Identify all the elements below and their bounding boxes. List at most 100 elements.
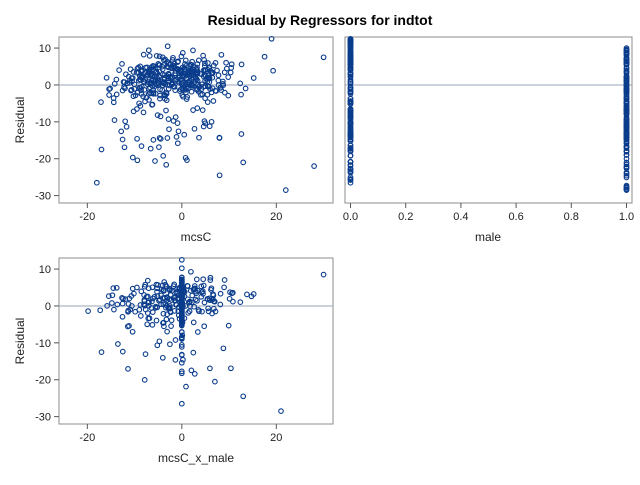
data-point — [216, 134, 223, 141]
data-point — [172, 87, 179, 94]
data-point — [168, 323, 174, 329]
data-point — [244, 291, 250, 298]
data-point — [178, 303, 185, 310]
data-point — [347, 89, 354, 95]
data-point — [187, 287, 194, 294]
data-point — [210, 292, 217, 299]
data-point — [146, 315, 153, 322]
data-point — [178, 400, 185, 407]
panel-mcsC-frame — [58, 36, 334, 204]
data-point — [119, 61, 125, 67]
data-point — [202, 95, 208, 102]
panel-mcsC-y-ticks: 10 0 -10 -20 -30 — [35, 43, 59, 203]
data-point — [142, 98, 148, 105]
data-point — [107, 85, 113, 92]
data-point — [202, 72, 209, 79]
data-point — [111, 306, 117, 313]
data-point — [137, 103, 144, 109]
data-point — [347, 98, 354, 104]
data-point — [225, 92, 232, 99]
data-point — [238, 91, 244, 98]
data-point — [347, 73, 354, 80]
data-point — [182, 57, 189, 64]
data-point — [183, 383, 189, 390]
panel-male: 0.0 0.2 0.4 0.6 0.8 1.0 male — [343, 35, 634, 244]
data-point — [221, 277, 228, 283]
data-point — [623, 134, 630, 141]
data-point — [347, 95, 354, 102]
data-point — [623, 155, 630, 162]
data-point — [175, 78, 181, 84]
data-point — [623, 172, 630, 179]
data-point — [175, 128, 182, 135]
data-point — [199, 107, 206, 113]
data-point — [193, 288, 199, 295]
data-point — [165, 116, 172, 122]
data-point — [163, 297, 170, 304]
data-point — [347, 64, 354, 71]
panel-male-points — [347, 35, 630, 193]
data-point — [154, 112, 161, 118]
data-point — [134, 89, 141, 96]
data-point — [150, 137, 157, 143]
data-point — [126, 323, 132, 329]
data-point — [178, 359, 185, 366]
data-point — [268, 35, 275, 42]
data-point — [123, 123, 130, 130]
y-tick-label: 10 — [39, 43, 51, 55]
data-point — [191, 371, 198, 377]
data-point — [347, 80, 354, 87]
data-point — [178, 342, 185, 348]
data-point — [230, 298, 236, 305]
data-point — [196, 308, 202, 315]
data-point — [142, 70, 149, 76]
data-point — [148, 77, 155, 84]
data-point — [174, 59, 181, 65]
data-point — [149, 102, 155, 108]
data-point — [168, 81, 175, 88]
data-point — [178, 53, 185, 60]
data-point — [159, 354, 166, 361]
data-point — [623, 93, 630, 99]
data-point — [623, 145, 630, 152]
data-point — [212, 378, 218, 385]
x-tick-label: 20 — [270, 432, 282, 444]
data-point — [156, 338, 163, 345]
data-point — [160, 319, 167, 326]
data-point — [179, 319, 186, 326]
data-point — [175, 296, 181, 302]
data-point — [250, 291, 257, 297]
data-point — [200, 84, 207, 90]
data-point — [193, 76, 200, 82]
data-point — [623, 131, 630, 137]
data-point — [623, 129, 630, 135]
data-point — [156, 297, 162, 304]
data-point — [240, 159, 247, 166]
data-point — [119, 348, 126, 355]
data-point — [223, 59, 229, 66]
x-tick-label: 0.6 — [508, 211, 523, 223]
data-point — [153, 53, 160, 59]
panel-mcsC-x-male-y-label: Residual — [13, 318, 27, 365]
data-point — [145, 302, 152, 309]
data-point — [183, 85, 190, 92]
data-point — [228, 365, 234, 372]
data-point — [178, 276, 185, 283]
data-point — [216, 172, 223, 179]
data-point — [172, 114, 179, 120]
data-point — [168, 317, 175, 324]
data-point — [153, 317, 160, 324]
x-tick-label: 0.8 — [564, 211, 579, 223]
data-point — [111, 117, 118, 123]
data-point — [179, 332, 186, 339]
data-point — [141, 87, 148, 93]
data-point — [163, 107, 169, 114]
data-point — [184, 282, 191, 289]
x-tick-label: 0.4 — [453, 211, 468, 223]
data-point — [125, 308, 131, 315]
data-point — [347, 43, 354, 50]
data-point — [163, 161, 170, 168]
x-tick-label: 0.2 — [398, 211, 413, 223]
data-point — [204, 99, 211, 105]
data-point — [199, 288, 206, 295]
